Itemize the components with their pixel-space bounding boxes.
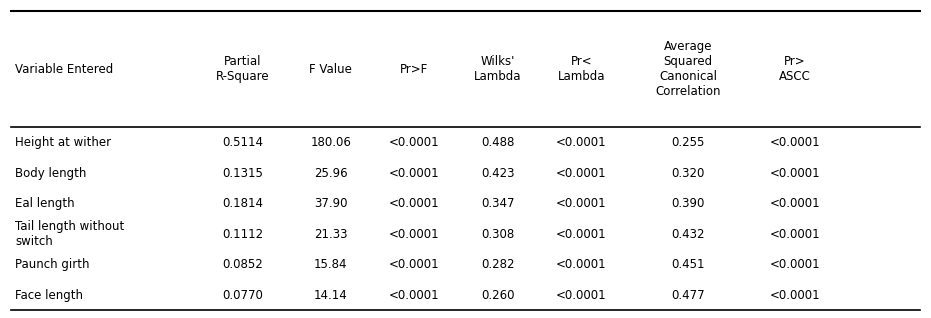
Text: <0.0001: <0.0001 bbox=[389, 167, 439, 180]
Text: 0.308: 0.308 bbox=[481, 228, 515, 241]
Text: <0.0001: <0.0001 bbox=[556, 167, 607, 180]
Text: F Value: F Value bbox=[309, 63, 352, 76]
Text: <0.0001: <0.0001 bbox=[770, 197, 820, 210]
Text: 0.1814: 0.1814 bbox=[223, 197, 263, 210]
Text: <0.0001: <0.0001 bbox=[556, 228, 607, 241]
Text: <0.0001: <0.0001 bbox=[389, 197, 439, 210]
Text: Body length: Body length bbox=[15, 167, 87, 180]
Text: 0.477: 0.477 bbox=[671, 288, 705, 301]
Text: Variable Entered: Variable Entered bbox=[15, 63, 114, 76]
Text: 0.390: 0.390 bbox=[671, 197, 705, 210]
Text: 180.06: 180.06 bbox=[310, 136, 351, 149]
Text: 21.33: 21.33 bbox=[314, 228, 347, 241]
Text: Tail length without
switch: Tail length without switch bbox=[15, 220, 125, 248]
Text: 0.282: 0.282 bbox=[481, 258, 515, 271]
Text: 15.84: 15.84 bbox=[314, 258, 347, 271]
Text: <0.0001: <0.0001 bbox=[770, 288, 820, 301]
Text: <0.0001: <0.0001 bbox=[770, 167, 820, 180]
Text: Partial
R-Square: Partial R-Square bbox=[216, 55, 270, 83]
Text: 0.5114: 0.5114 bbox=[223, 136, 263, 149]
Text: 0.255: 0.255 bbox=[671, 136, 705, 149]
Text: 0.347: 0.347 bbox=[481, 197, 515, 210]
Text: 0.423: 0.423 bbox=[481, 167, 515, 180]
Text: 0.260: 0.260 bbox=[481, 288, 515, 301]
Text: <0.0001: <0.0001 bbox=[770, 228, 820, 241]
Text: <0.0001: <0.0001 bbox=[389, 288, 439, 301]
Text: 0.0770: 0.0770 bbox=[223, 288, 263, 301]
Text: <0.0001: <0.0001 bbox=[389, 136, 439, 149]
Text: Face length: Face length bbox=[15, 288, 83, 301]
Text: <0.0001: <0.0001 bbox=[770, 136, 820, 149]
Text: 0.320: 0.320 bbox=[671, 167, 705, 180]
Text: 0.488: 0.488 bbox=[481, 136, 515, 149]
Text: <0.0001: <0.0001 bbox=[556, 288, 607, 301]
Text: 25.96: 25.96 bbox=[314, 167, 347, 180]
Text: Pr>
ASCC: Pr> ASCC bbox=[779, 55, 811, 83]
Text: Pr<
Lambda: Pr< Lambda bbox=[558, 55, 605, 83]
Text: <0.0001: <0.0001 bbox=[556, 258, 607, 271]
Text: Paunch girth: Paunch girth bbox=[15, 258, 89, 271]
Text: <0.0001: <0.0001 bbox=[389, 258, 439, 271]
Text: 0.0852: 0.0852 bbox=[223, 258, 263, 271]
Text: 0.1315: 0.1315 bbox=[223, 167, 263, 180]
Text: <0.0001: <0.0001 bbox=[770, 258, 820, 271]
Text: 37.90: 37.90 bbox=[314, 197, 347, 210]
Text: Height at wither: Height at wither bbox=[15, 136, 112, 149]
Text: 0.1112: 0.1112 bbox=[223, 228, 263, 241]
Text: <0.0001: <0.0001 bbox=[556, 136, 607, 149]
Text: Wilks'
Lambda: Wilks' Lambda bbox=[474, 55, 521, 83]
Text: Pr>F: Pr>F bbox=[400, 63, 428, 76]
Text: <0.0001: <0.0001 bbox=[389, 228, 439, 241]
Text: 14.14: 14.14 bbox=[314, 288, 348, 301]
Text: 0.451: 0.451 bbox=[671, 258, 705, 271]
Text: <0.0001: <0.0001 bbox=[556, 197, 607, 210]
Text: 0.432: 0.432 bbox=[671, 228, 705, 241]
Text: Eal length: Eal length bbox=[15, 197, 74, 210]
Text: Average
Squared
Canonical
Correlation: Average Squared Canonical Correlation bbox=[655, 40, 721, 98]
